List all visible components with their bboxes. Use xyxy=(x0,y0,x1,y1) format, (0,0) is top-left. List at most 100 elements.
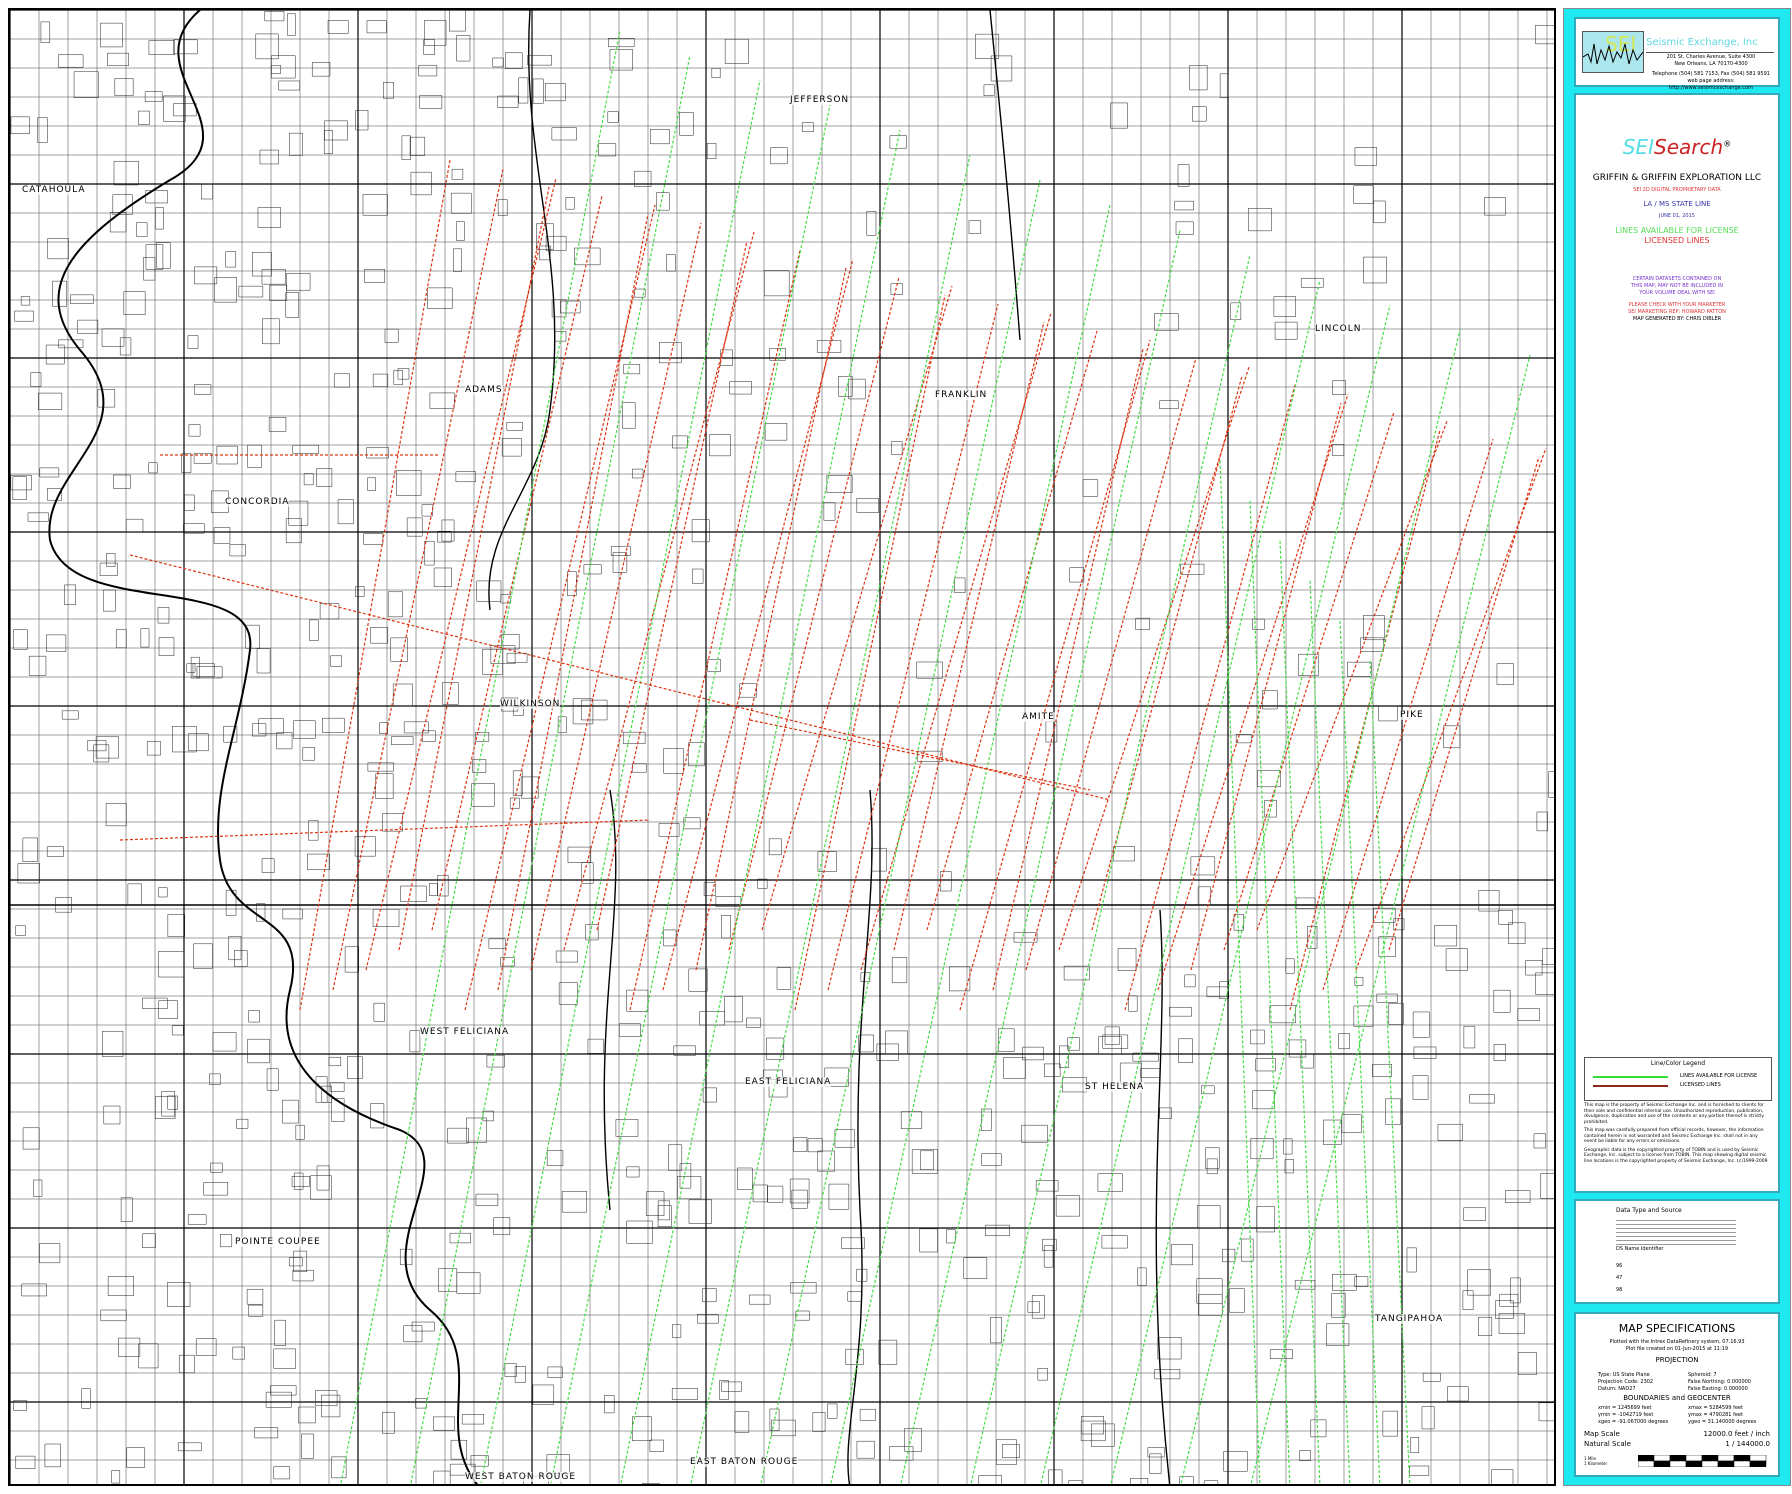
licensed-seismic-line xyxy=(596,240,748,931)
licensed-seismic-line xyxy=(728,276,900,951)
available-seismic-line xyxy=(760,179,1041,1484)
county-label: PIKE xyxy=(1400,710,1424,720)
county-label: EAST BATON ROUGE xyxy=(690,1457,799,1467)
county-label: CATAHOULA xyxy=(22,185,86,195)
company-header: SEI Seismic Exchange, Inc 201 St. Charle… xyxy=(1574,17,1780,91)
available-seismic-line xyxy=(340,29,621,1484)
land-parcels xyxy=(10,10,1554,1484)
scale-bar-segment xyxy=(1717,1460,1735,1467)
county-label: EAST FELICIANA xyxy=(745,1077,832,1087)
county-boundary xyxy=(488,10,556,611)
county-label: WEST FELICIANA xyxy=(420,1027,510,1037)
county-label: POINTE COUPEE xyxy=(235,1237,321,1247)
licensed-seismic-line xyxy=(563,231,755,951)
county-label: JEFFERSON xyxy=(790,95,850,105)
available-seismic-line xyxy=(1309,579,1351,1484)
map-date: JUNE 01, 2015 xyxy=(1659,213,1695,219)
seismic-map[interactable]: CATAHOULA CONCORDIA ADAMS FRANKLIN LINCO… xyxy=(8,8,1556,1486)
licensed-seismic-line xyxy=(299,159,451,1011)
county-label: LINCOLN xyxy=(1315,324,1362,334)
disclaimers: This map is the property of Seismic Exch… xyxy=(1584,1103,1768,1164)
map-canvas[interactable] xyxy=(10,10,1556,1486)
contact-line: web page address: http://www.seismicexch… xyxy=(1669,78,1753,91)
county-label: WEST BATON ROUGE xyxy=(465,1472,577,1482)
county-label: WILKINSON xyxy=(500,699,561,709)
county-label: ADAMS xyxy=(465,385,503,395)
available-seismic-line xyxy=(1219,459,1261,1484)
available-seismic-line xyxy=(970,254,1251,1484)
available-seismic-line xyxy=(1279,539,1321,1484)
licensed-seismic-line xyxy=(1256,420,1448,931)
generated-by: MAP GENERATED BY: CHRIS DIBLER xyxy=(1632,316,1722,322)
licensed-seismic-line xyxy=(893,321,1045,951)
sei-logo: SEI xyxy=(1582,31,1644,73)
contact-line: Telephone (504) 581 7153, Fax (504) 581 … xyxy=(1652,71,1770,77)
licensed-seismic-line xyxy=(860,312,1052,971)
marketer-notice: PLEASE CHECK WITH YOUR MARKETER SEI MARK… xyxy=(1628,302,1726,315)
area-name: LA / MS STATE LINE xyxy=(1643,200,1711,208)
available-seismic-line xyxy=(1339,619,1381,1484)
licensed-seismic-line xyxy=(365,177,557,971)
county-boundary xyxy=(603,789,617,1211)
available-seismic-line xyxy=(480,79,761,1484)
licensed-seismic-line xyxy=(794,294,946,1011)
available-seismic-line xyxy=(620,129,901,1484)
county-boundary xyxy=(989,10,1021,341)
available-seismic-line xyxy=(690,154,971,1484)
available-seismic-line xyxy=(1180,329,1461,1484)
available-seismic-line xyxy=(1040,279,1321,1484)
available-lines-label: LINES AVAILABLE FOR LICENSE xyxy=(1615,226,1739,235)
mississippi-river xyxy=(48,10,479,1484)
map-info-panel: SEI Seismic Exchange, Inc 201 St. Charle… xyxy=(1563,8,1791,1486)
address-line: 201 St. Charles Avenue, Suite 4300 xyxy=(1666,54,1756,60)
licensed-seismic-line xyxy=(959,339,1151,1011)
licensed-seismic-line xyxy=(629,249,801,1011)
client-name: GRIFFIN & GRIFFIN EXPLORATION LLC xyxy=(1592,173,1762,183)
county-label: AMITE xyxy=(1022,712,1055,722)
scale-bar-segment xyxy=(1669,1460,1687,1467)
scale-bar-segment xyxy=(1717,1455,1735,1462)
available-seismic-line xyxy=(1369,659,1411,1484)
licensed-seismic-line xyxy=(464,204,656,1011)
address-line: New Orleans, LA 70170-4300 xyxy=(1674,61,1748,67)
township-grid xyxy=(10,10,1554,1484)
available-seismic-line xyxy=(900,229,1181,1484)
licensed-seismic-line xyxy=(431,195,603,931)
licensed-seismic-line xyxy=(1058,366,1250,951)
title-block: SEISearch® GRIFFIN & GRIFFIN EXPLORATION… xyxy=(1574,93,1780,1193)
licensed-seismic-line xyxy=(761,285,953,931)
scale-bar-segment xyxy=(1685,1460,1703,1467)
scale-bar-segment xyxy=(1669,1455,1687,1462)
scale-bar-segment xyxy=(1638,1460,1655,1467)
licensed-seismic-line xyxy=(530,222,702,971)
licensed-seismic-line xyxy=(1157,393,1349,991)
scale-bar-segment xyxy=(1733,1460,1751,1467)
licensed-seismic-line xyxy=(1223,411,1395,951)
dataset-notice: CERTAIN DATASETS CONTAINED ON THIS MAP, … xyxy=(1630,276,1724,296)
line-color-legend: Line/Color Legend LINES AVAILABLE FOR LI… xyxy=(1584,1057,1772,1101)
seismic-wave-icon xyxy=(1583,43,1643,65)
licensed-lines-label: LICENSED LINES xyxy=(1644,236,1710,245)
licensed-seismic-line xyxy=(1289,429,1441,1011)
scale-bar-segment xyxy=(1701,1455,1719,1462)
licensed-seismic-line xyxy=(1025,357,1197,971)
licensed-seismic-line xyxy=(129,554,1111,801)
scale-bar-segment xyxy=(1685,1455,1703,1462)
scale-bar-segment xyxy=(1749,1460,1767,1467)
licensed-seismic-line xyxy=(662,258,854,991)
data-source-block: Data Type and Source DS Name Identifier … xyxy=(1574,1199,1780,1304)
licensed-seismic-line xyxy=(497,213,649,991)
legend-swatch-available xyxy=(1593,1076,1668,1078)
county-label: TANGIPAHOA xyxy=(1375,1314,1444,1324)
licensed-seismic-line xyxy=(1322,438,1494,991)
county-label: FRANKLIN xyxy=(935,390,988,400)
scale-bar-segment xyxy=(1733,1455,1751,1462)
scale-bar-segment xyxy=(1653,1460,1671,1467)
available-seismic-line xyxy=(1250,354,1531,1484)
legend-swatch-licensed xyxy=(1593,1085,1668,1087)
scale-bar xyxy=(1638,1455,1767,1467)
available-seismic-line xyxy=(830,204,1111,1484)
scale-bar-segment xyxy=(1638,1455,1655,1462)
available-seismic-line xyxy=(550,104,831,1484)
scale-bar-segment xyxy=(1749,1455,1767,1462)
